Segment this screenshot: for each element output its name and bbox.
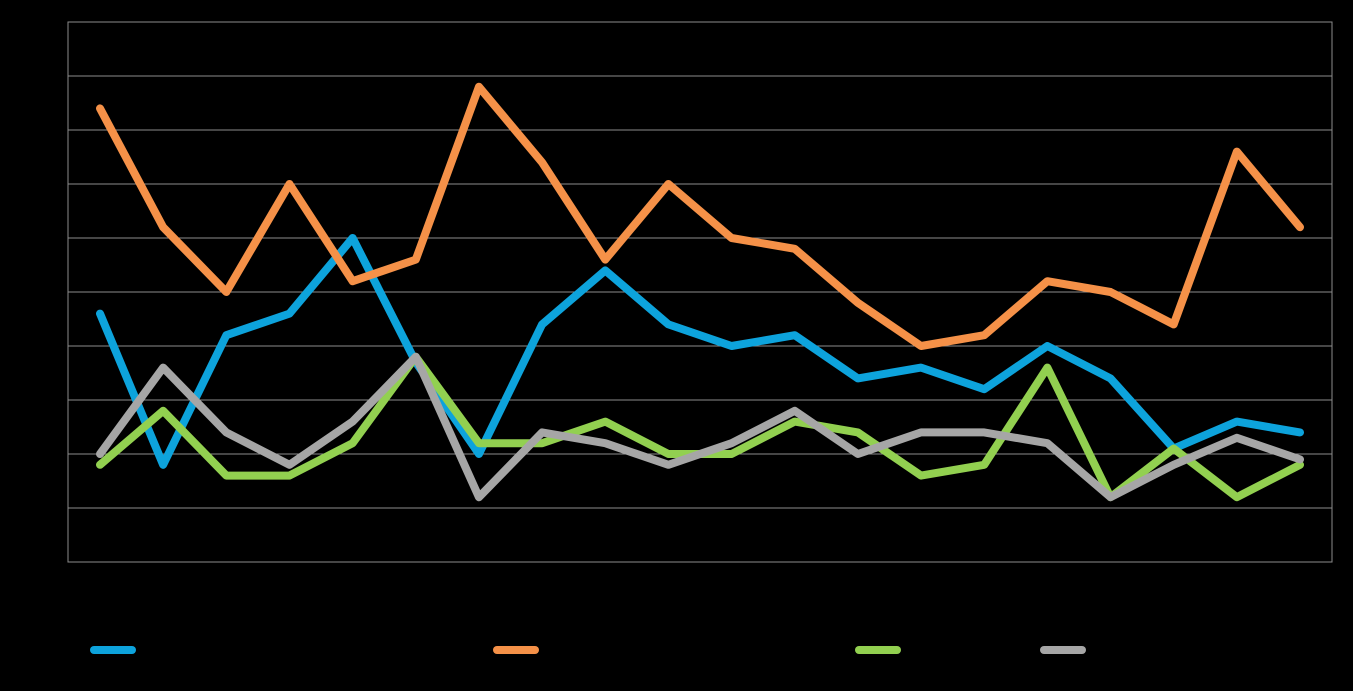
series-line [96, 82, 1304, 350]
series-line [96, 352, 1304, 502]
series-line [96, 234, 1304, 469]
